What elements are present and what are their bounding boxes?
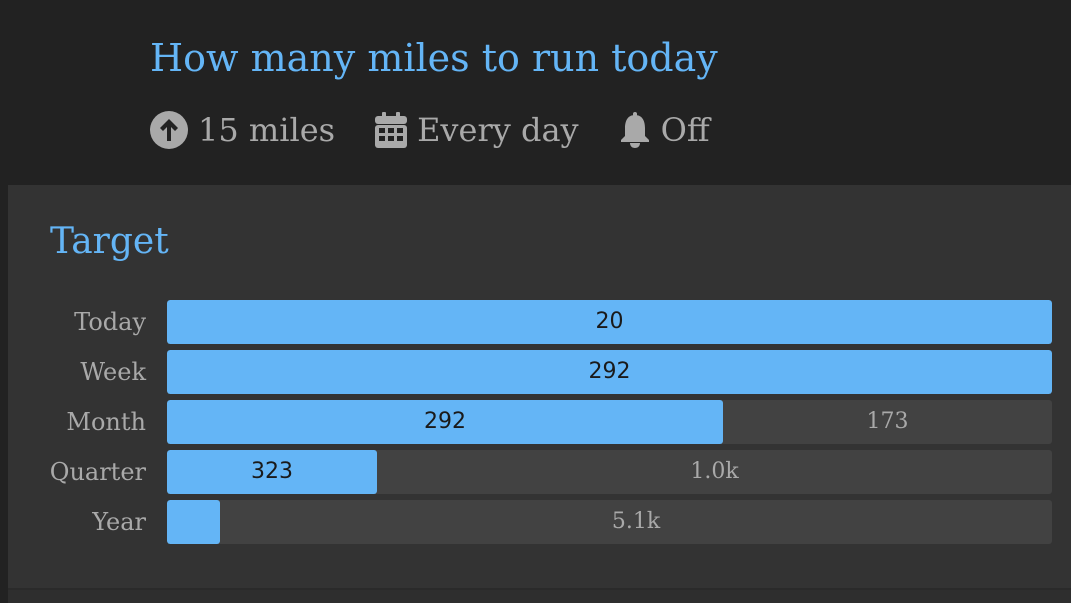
- row-label: Year: [92, 508, 146, 536]
- progress-value: 292: [588, 359, 631, 384]
- target-row-week: Week 292: [8, 350, 1071, 394]
- row-label: Today: [74, 308, 146, 336]
- progress-fill: [167, 400, 723, 444]
- goal-frequency: Every day: [375, 111, 579, 149]
- target-title: Target: [50, 221, 169, 262]
- calendar-icon: [375, 112, 408, 148]
- progress-remaining: 1.0k: [690, 459, 739, 484]
- progress-remaining: 173: [866, 409, 909, 434]
- progress-fill: [167, 500, 220, 544]
- progress-track: 5.1k: [167, 500, 1052, 544]
- progress-value: [167, 500, 220, 544]
- progress-track: 292: [167, 350, 1052, 394]
- goal-amount-text: 15 miles: [198, 111, 336, 149]
- goal-reminder-text: Off: [660, 111, 710, 149]
- goal-title[interactable]: How many miles to run today: [150, 36, 718, 80]
- arrow-up-circle-icon: [150, 111, 188, 149]
- target-row-year: Year 5.1k: [8, 500, 1071, 544]
- progress-track: 20: [167, 300, 1052, 344]
- progress-fill: [167, 300, 1052, 344]
- divider: [8, 588, 1071, 590]
- target-card: Target Today 20 Week 292 Month 292 173 Q…: [8, 185, 1071, 588]
- target-row-today: Today 20: [8, 300, 1071, 344]
- bell-icon: [620, 112, 649, 148]
- row-label: Week: [80, 358, 146, 386]
- progress-fill: [167, 350, 1052, 394]
- progress-value: 323: [251, 459, 293, 484]
- row-label: Quarter: [49, 458, 146, 486]
- progress-fill: [167, 450, 377, 494]
- goal-meta: 15 miles Every day Off: [150, 108, 750, 152]
- target-row-quarter: Quarter 323 1.0k: [8, 450, 1071, 494]
- goal-amount: 15 miles: [150, 111, 335, 149]
- target-row-month: Month 292 173: [8, 400, 1071, 444]
- progress-value: 20: [595, 309, 624, 334]
- progress-track: 323 1.0k: [167, 450, 1052, 494]
- goal-reminder: Off: [619, 111, 710, 149]
- progress-value: 292: [424, 409, 466, 434]
- next-card-edge: [8, 590, 1071, 603]
- row-label: Month: [66, 408, 146, 436]
- progress-track: 292 173: [167, 400, 1052, 444]
- progress-remaining: 5.1k: [611, 509, 661, 534]
- goal-header: How many miles to run today 15 miles: [0, 0, 1071, 185]
- goal-frequency-text: Every day: [417, 111, 579, 149]
